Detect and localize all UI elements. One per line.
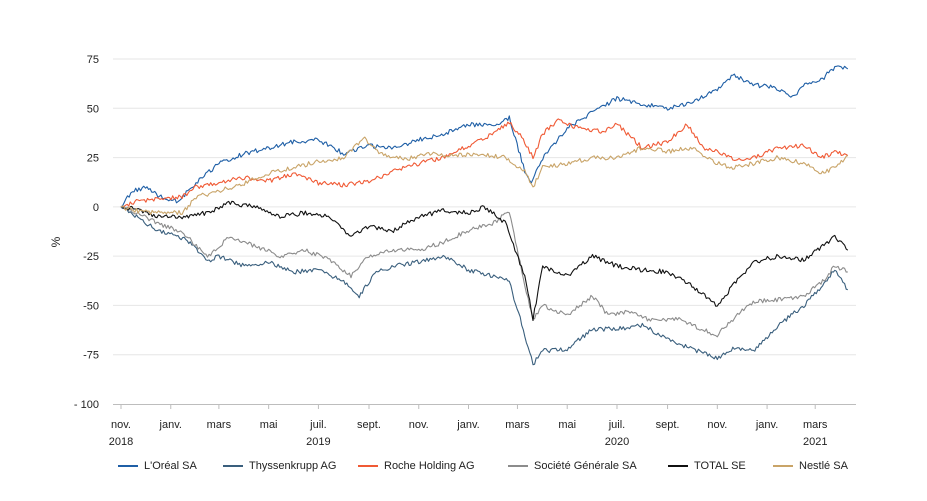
legend-item[interactable]: Société Générale SA	[508, 460, 637, 472]
legend-label: Nestlé SA	[799, 460, 848, 472]
x-tick-label: janv.	[159, 419, 182, 431]
legend-item[interactable]: Roche Holding AG	[358, 460, 475, 472]
x-tick-label: mai	[260, 419, 278, 431]
legend-item[interactable]: Thyssenkrupp AG	[223, 460, 336, 472]
series-line	[120, 206, 848, 366]
legend-item[interactable]: L'Oréal SA	[118, 460, 197, 472]
series-line	[120, 200, 849, 322]
x-tick-label: janv.	[456, 419, 479, 431]
series-line	[120, 206, 848, 338]
x-axis: nov. 2018 janv. mars mai juil. 2019 sept. nov. ja…	[109, 404, 828, 448]
y-tick-label: - 100	[74, 399, 99, 411]
x-tick-label: nov.	[409, 419, 429, 431]
legend-label: Thyssenkrupp AG	[249, 460, 337, 472]
legend-label: L'Oréal SA	[144, 460, 197, 472]
series-line	[120, 65, 849, 208]
legend: L'Oréal SA Thyssenkrupp AG Roche Holding A…	[118, 460, 878, 478]
y-axis-label: %	[49, 236, 63, 247]
legend-swatch	[773, 465, 793, 467]
x-tick-label: sept.	[357, 419, 381, 431]
legend-swatch	[118, 465, 138, 467]
y-tick-label: 75	[87, 54, 99, 66]
plot-area	[120, 65, 849, 366]
x-tick-label: janv.	[755, 419, 778, 431]
legend-swatch	[358, 465, 378, 467]
y-tick-label: -50	[83, 300, 99, 312]
x-tick-year-label: 2020	[605, 436, 629, 448]
legend-swatch	[668, 465, 688, 467]
series-line	[120, 136, 849, 216]
x-tick-label: nov.	[111, 419, 131, 431]
legend-label: Roche Holding AG	[384, 460, 475, 472]
y-tick-label: -25	[83, 251, 99, 263]
x-tick-label: mai	[558, 419, 576, 431]
legend-item[interactable]: TOTAL SE	[668, 460, 746, 472]
legend-item[interactable]: Nestlé SA	[773, 460, 848, 472]
y-axis: 75 50 25 0 -25 -50 -75 - 100	[74, 54, 99, 411]
x-tick-label: mars	[207, 419, 232, 431]
x-tick-year-label: 2021	[803, 436, 827, 448]
legend-swatch	[223, 465, 243, 467]
y-tick-label: 25	[87, 153, 99, 165]
x-tick-label: mars	[505, 419, 530, 431]
x-tick-label: juil.	[309, 419, 327, 431]
x-tick-label: juil.	[608, 419, 626, 431]
legend-label: Société Générale SA	[534, 460, 637, 472]
x-tick-label: nov.	[707, 419, 727, 431]
x-tick-year-label: 2018	[109, 436, 133, 448]
y-tick-label: -75	[83, 350, 99, 362]
series-line	[120, 118, 849, 208]
legend-label: TOTAL SE	[694, 460, 746, 472]
legend-swatch	[508, 465, 528, 467]
x-tick-label: mars	[803, 419, 828, 431]
y-tick-label: 50	[87, 103, 99, 115]
x-tick-label: sept.	[656, 419, 680, 431]
x-tick-year-label: 2019	[306, 436, 330, 448]
y-tick-label: 0	[93, 202, 99, 214]
